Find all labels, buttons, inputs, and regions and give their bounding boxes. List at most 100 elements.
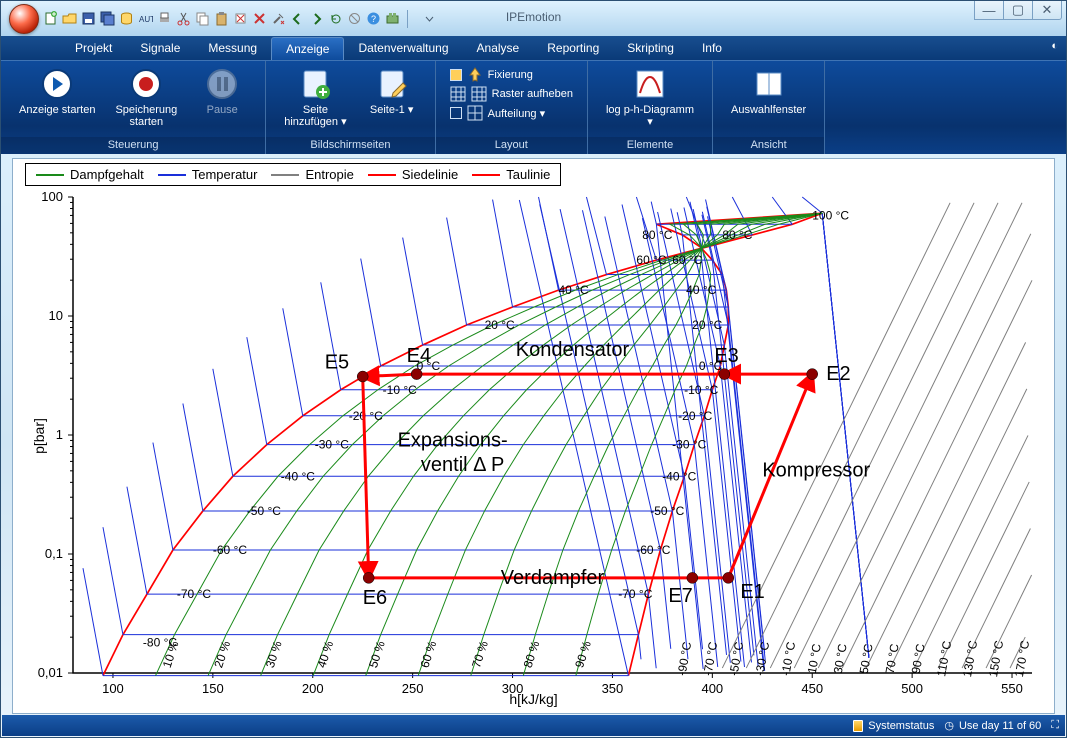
qat-delete-icon[interactable] (251, 10, 268, 27)
qat-paste-icon[interactable] (213, 10, 230, 27)
tab-skripting[interactable]: Skripting (613, 37, 688, 60)
svg-text:-60 °C: -60 °C (213, 543, 247, 557)
svg-text:E3: E3 (714, 345, 738, 367)
status-expand-icon[interactable]: ⛶ (1051, 719, 1059, 732)
qat-unknown-icon[interactable] (346, 10, 363, 27)
svg-text:?: ? (371, 14, 376, 24)
qat-plugin-icon[interactable] (384, 10, 401, 27)
svg-text:100 °C: 100 °C (812, 208, 849, 222)
tab-anzeige[interactable]: Anzeige (271, 37, 344, 60)
minimize-button[interactable]: — (974, 1, 1004, 20)
split-icon (467, 105, 483, 121)
svg-text:100: 100 (102, 681, 124, 696)
tab-projekt[interactable]: Projekt (61, 37, 126, 60)
ribbon-logph-button[interactable]: log p-h-Diagramm ▾ (596, 64, 704, 128)
tab-messung[interactable]: Messung (194, 37, 271, 60)
svg-text:AUTO: AUTO (139, 15, 153, 24)
svg-text:0,01: 0,01 (38, 665, 63, 680)
app-orb-button[interactable] (9, 4, 39, 34)
tab-analyse[interactable]: Analyse (463, 37, 534, 60)
qat-forward-icon[interactable] (308, 10, 325, 27)
svg-text:E5: E5 (325, 352, 349, 374)
svg-text:50 %: 50 % (366, 639, 388, 670)
svg-text:300: 300 (502, 681, 524, 696)
qat-open-icon[interactable] (61, 10, 78, 27)
qat-help-icon[interactable]: ? (365, 10, 382, 27)
qat-save-icon[interactable] (80, 10, 97, 27)
qat-back-icon[interactable] (289, 10, 306, 27)
qat-refresh-icon[interactable] (327, 10, 344, 27)
status-system[interactable]: Systemstatus (868, 720, 934, 732)
qat-tools-x-icon[interactable] (270, 10, 287, 27)
svg-text:80 °C: 80 °C (722, 228, 752, 242)
title-bar: AUTO? IPEmotion — ▢ ✕ (1, 1, 1066, 36)
qat-more-icon[interactable] (421, 10, 438, 27)
maximize-button[interactable]: ▢ (1003, 1, 1033, 20)
ribbon-start_record-button[interactable]: Speicherung starten (105, 64, 187, 128)
svg-text:30 °C: 30 °C (831, 642, 850, 674)
grid-icon (471, 86, 487, 102)
qat-cut-icon[interactable] (175, 10, 192, 27)
ribbon-fix-button[interactable]: Fixierung (450, 67, 573, 83)
svg-text:-50 °C: -50 °C (247, 504, 281, 518)
ribbon-split-button[interactable]: Aufteilung ▾ (450, 105, 573, 121)
ribbon-pause-button[interactable]: Pause (187, 64, 257, 116)
svg-text:-40 °C: -40 °C (281, 469, 315, 483)
svg-text:-10 °C: -10 °C (383, 383, 417, 397)
ribbon-grid_off-button[interactable]: Raster aufheben (450, 86, 573, 102)
svg-text:20 °C: 20 °C (485, 318, 515, 332)
legend-item: Taulinie (472, 167, 550, 182)
help-icon[interactable]: ◐ (1051, 40, 1058, 52)
page-edit-icon (375, 67, 409, 101)
svg-text:500: 500 (901, 681, 923, 696)
ribbon-item-label: log p-h-Diagramm ▾ (606, 104, 694, 128)
tab-datenverwaltung[interactable]: Datenverwaltung (344, 37, 462, 60)
ribbon-group-label: Ansicht (713, 137, 824, 154)
qat-copy-icon[interactable] (194, 10, 211, 27)
ribbon-tabs: ProjektSignaleMessungAnzeigeDatenverwalt… (1, 36, 1066, 60)
svg-text:E1: E1 (740, 581, 764, 603)
svg-text:170 °C: 170 °C (1012, 639, 1032, 678)
close-button[interactable]: ✕ (1032, 1, 1062, 20)
svg-text:-50 °C: -50 °C (727, 640, 747, 676)
svg-text:10: 10 (49, 308, 63, 323)
svg-text:40 °C: 40 °C (686, 283, 716, 297)
ribbon-item-label: Seite hinzufügen ▾ (284, 104, 346, 128)
svg-text:-70 °C: -70 °C (618, 587, 652, 601)
qat-print-icon[interactable] (156, 10, 173, 27)
play-icon (40, 67, 74, 101)
svg-text:E2: E2 (826, 363, 850, 385)
svg-text:80 %: 80 % (521, 639, 543, 670)
ribbon-start_display-button[interactable]: Anzeige starten (9, 64, 105, 116)
svg-text:Kompressor: Kompressor (762, 459, 870, 481)
svg-text:E6: E6 (363, 587, 387, 609)
svg-text:ventil Δ P: ventil Δ P (421, 454, 504, 476)
y-axis-label: p[bar] (31, 418, 47, 454)
ribbon-item-label: Speicherung starten (115, 104, 177, 128)
status-trial: Use day 11 of 60 (959, 720, 1041, 732)
qat-save-all-icon[interactable] (99, 10, 116, 27)
tab-info[interactable]: Info (688, 37, 736, 60)
qat-db-icon[interactable] (118, 10, 135, 27)
qat-undo-icon[interactable] (232, 10, 249, 27)
svg-text:110 °C: 110 °C (934, 640, 954, 678)
tab-reporting[interactable]: Reporting (533, 37, 613, 60)
svg-text:60 °C: 60 °C (636, 253, 666, 267)
ribbon-select_win-button[interactable]: Auswahlfenster (721, 64, 816, 116)
chart-legend: DampfgehaltTemperaturEntropieSiedelinieT… (25, 163, 561, 186)
svg-text:50 °C: 50 °C (857, 642, 876, 674)
qat-new-icon[interactable] (42, 10, 59, 27)
quick-access-toolbar: AUTO? (1, 1, 446, 37)
ribbon-item-label: Anzeige starten (19, 104, 95, 116)
pin-icon (467, 67, 483, 83)
svg-text:200: 200 (302, 681, 324, 696)
qat-auto-icon[interactable]: AUTO (137, 10, 154, 27)
ribbon-page_picker-button[interactable]: Seite-1 ▾ (357, 64, 427, 116)
svg-text:-70 °C: -70 °C (177, 587, 211, 601)
ribbon-add_page-button[interactable]: Seite hinzufügen ▾ (274, 64, 356, 128)
tab-signale[interactable]: Signale (126, 37, 194, 60)
plot-area[interactable]: 0,010,1110100100150200250300350400450500… (73, 197, 1032, 673)
ribbon: Anzeige starten Speicherung starten Pause S… (1, 60, 1066, 154)
svg-text:-60 °C: -60 °C (636, 543, 670, 557)
svg-text:0,1: 0,1 (45, 546, 63, 561)
